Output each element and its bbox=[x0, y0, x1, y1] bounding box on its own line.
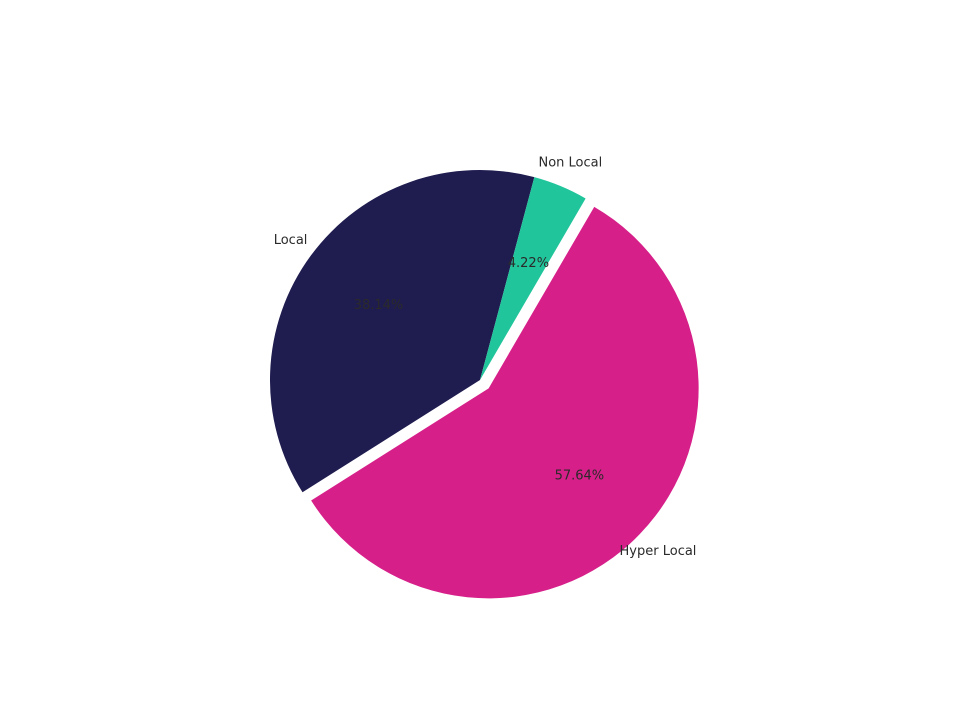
pie-label-hyper-local: Hyper Local bbox=[620, 544, 697, 559]
pie-chart-svg: 38.14% Local 57.64% Hyper Local 4.22% Non Loc… bbox=[0, 0, 960, 720]
pie-chart-container: 38.14% Local 57.64% Hyper Local 4.22% Non Loc… bbox=[0, 0, 960, 720]
pie-pct-local: 38.14% bbox=[354, 298, 404, 313]
pie-pct-non-local: 4.22% bbox=[508, 256, 549, 271]
pie-label-local: Local bbox=[274, 233, 308, 248]
pie-label-non-local: Non Local bbox=[538, 155, 602, 170]
pie-pct-hyper-local: 57.64% bbox=[555, 468, 605, 483]
